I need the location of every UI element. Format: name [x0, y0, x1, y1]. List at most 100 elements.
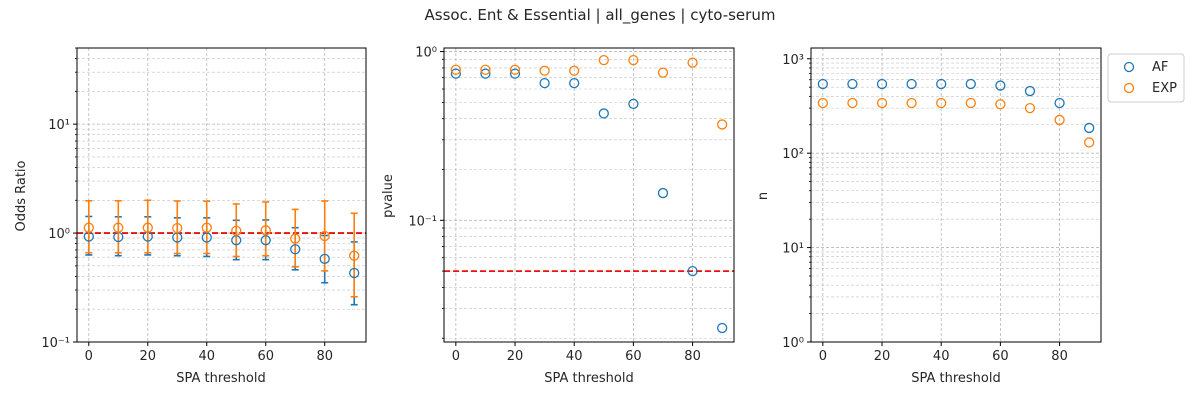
odds-ratio-panel: SPA threshold Odds Ratio 0 20 40 60 80 10⁻¹ 10…	[14, 47, 367, 386]
odds-ratio-point-exp	[201, 222, 212, 233]
n-point-af	[847, 78, 858, 90]
n-panel: SPA threshold n 0 20 40 60 80 10⁰ 10¹ 10² 10³	[756, 47, 1102, 386]
n-xlabel: SPA threshold	[911, 371, 1001, 386]
n-point-af	[817, 78, 828, 90]
legend-label-exp: EXP	[1152, 81, 1177, 96]
figure-title: Assoc. Ent & Essential | all_genes | cyt…	[425, 6, 776, 25]
odds-ratio-point-exp	[231, 225, 242, 236]
odds-ratio-point-exp	[142, 222, 153, 233]
n-point-exp	[847, 97, 858, 109]
n-point-exp	[936, 97, 947, 109]
pvalue-point-af	[628, 98, 639, 109]
n-point-exp	[906, 97, 917, 109]
odds-ratio-y-tick-label: 10⁰	[48, 227, 70, 242]
n-series-af	[817, 78, 1095, 134]
odds-ratio-x-tick-label: 40	[198, 349, 215, 364]
n-ylabel: n	[756, 192, 771, 200]
pvalue-point-af	[569, 77, 580, 89]
odds-ratio-x-tick-label: 60	[257, 349, 274, 364]
pvalue-point-exp	[539, 65, 550, 76]
pvalue-point-af	[598, 108, 609, 119]
odds-ratio-point-af	[201, 232, 212, 243]
odds-ratio-point-exp	[290, 233, 301, 244]
odds-ratio-point-exp	[113, 222, 124, 233]
pvalue-point-af	[687, 265, 698, 277]
pvalue-x-tick-label: 0	[452, 349, 460, 364]
pvalue-xlabel: SPA threshold	[544, 371, 634, 386]
pvalue-x-tick-label: 80	[684, 349, 701, 364]
odds-ratio-x-tick-label: 0	[85, 349, 93, 364]
n-point-exp	[1024, 102, 1036, 114]
odds-ratio-axes-frame	[76, 47, 367, 343]
n-point-exp	[995, 99, 1006, 110]
n-point-af	[1084, 122, 1095, 134]
odds-ratio-point-af	[290, 244, 301, 255]
pvalue-x-tick-label: 60	[625, 349, 642, 364]
n-y-tick-label: 10²	[782, 147, 804, 162]
n-point-af	[906, 78, 917, 90]
n-point-af	[876, 78, 888, 90]
odds-ratio-series-exp	[83, 222, 360, 261]
n-series-exp	[817, 97, 1095, 148]
odds-ratio-y-tick-label: 10⁻¹	[41, 336, 70, 351]
pvalue-point-af	[509, 68, 521, 79]
n-point-af	[1054, 97, 1065, 109]
n-point-af	[1024, 85, 1036, 97]
legend-label-af: AF	[1152, 60, 1168, 75]
pvalue-point-af	[480, 68, 491, 79]
n-point-exp	[876, 97, 888, 109]
odds-ratio-point-exp	[319, 230, 330, 242]
pvalue-point-exp	[598, 54, 609, 66]
pvalue-point-exp	[628, 54, 639, 66]
n-y-tick-label: 10⁰	[782, 336, 804, 351]
odds-ratio-point-af	[319, 253, 330, 264]
odds-ratio-ylabel: Odds Ratio	[14, 160, 29, 231]
pvalue-series-af	[450, 68, 728, 334]
pvalue-point-exp	[569, 65, 580, 76]
odds-ratio-point-af	[260, 235, 271, 246]
pvalue-panel: SPA threshold pvalue 0 20 40 60 80 10⁻¹ 10⁰	[381, 46, 735, 386]
n-point-af	[936, 78, 947, 90]
pvalue-series-exp	[450, 54, 728, 130]
legend-frame	[1107, 53, 1185, 103]
pvalue-y-tick-label: 10⁻¹	[408, 214, 437, 229]
odds-ratio-xlabel: SPA threshold	[176, 371, 266, 386]
pvalue-point-af	[539, 77, 550, 89]
legend: AF EXP	[1107, 53, 1185, 103]
pvalue-point-exp	[717, 119, 728, 130]
n-x-tick-label: 20	[874, 349, 891, 364]
pvalue-y-tick-label: 10⁰	[415, 46, 437, 61]
odds-ratio-point-exp	[260, 225, 271, 236]
n-point-af	[965, 78, 976, 90]
odds-ratio-point-exp	[83, 222, 94, 233]
pvalue-grid	[444, 48, 734, 342]
pvalue-point-exp	[687, 57, 698, 68]
odds-ratio-point-exp	[349, 250, 360, 261]
n-point-exp	[1084, 137, 1095, 148]
n-y-tick-label: 10¹	[782, 242, 804, 257]
n-point-exp	[965, 97, 976, 109]
odds-ratio-x-tick-label: 20	[140, 349, 157, 364]
odds-ratio-x-tick-label: 80	[316, 349, 333, 364]
n-x-tick-label: 80	[1051, 349, 1068, 364]
pvalue-x-tick-label: 40	[566, 349, 583, 364]
pvalue-point-exp	[657, 67, 669, 78]
n-point-exp	[1054, 114, 1065, 126]
n-point-exp	[817, 97, 828, 109]
pvalue-point-af	[450, 68, 461, 79]
pvalue-point-exp	[509, 64, 521, 75]
n-axes-frame	[810, 47, 1102, 343]
pvalue-x-tick-label: 20	[507, 349, 524, 364]
odds-ratio-y-tick-label: 10¹	[48, 118, 70, 133]
pvalue-point-exp	[480, 64, 491, 75]
pvalue-point-exp	[450, 64, 461, 75]
n-x-tick-label: 40	[933, 349, 950, 364]
n-x-tick-label: 0	[819, 349, 827, 364]
n-y-tick-label: 10³	[782, 53, 804, 68]
n-x-tick-label: 60	[992, 349, 1009, 364]
odds-ratio-grid	[77, 47, 366, 343]
odds-ratio-series-af	[83, 231, 360, 279]
pvalue-point-af	[717, 322, 728, 334]
n-point-af	[995, 80, 1006, 91]
pvalue-axes-frame	[443, 47, 735, 343]
